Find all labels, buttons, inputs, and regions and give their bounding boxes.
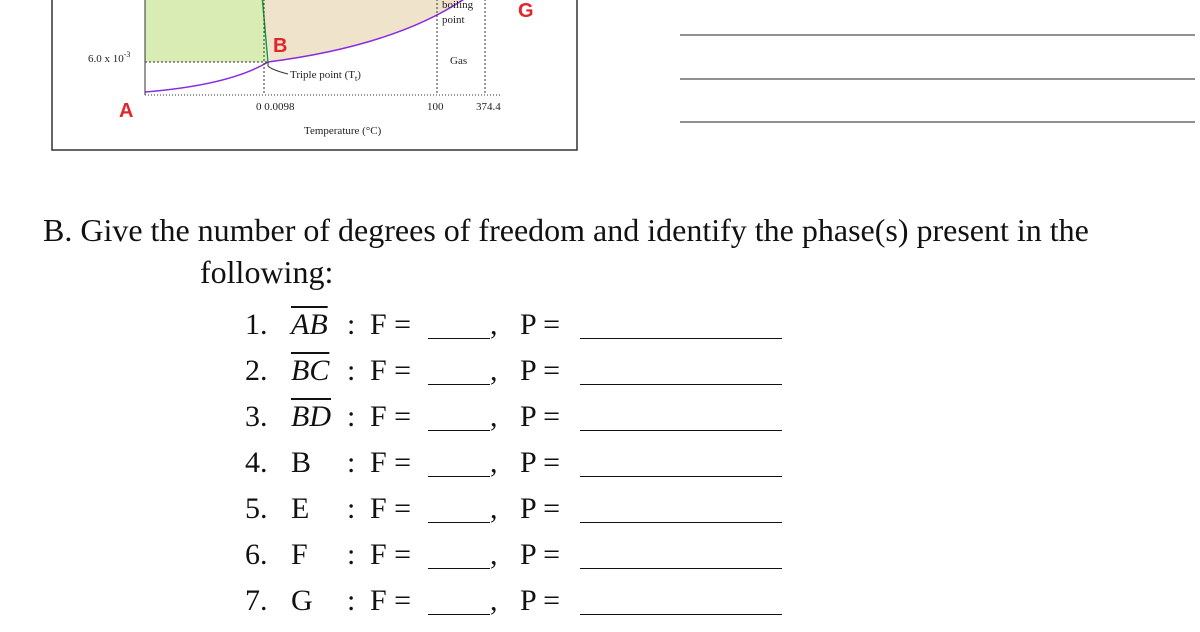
item-label: E	[291, 492, 310, 525]
item-number: 7.	[245, 584, 268, 617]
blank-line	[580, 476, 782, 477]
boiling-label: boiling	[442, 0, 474, 11]
vapor-curve	[144, 0, 464, 93]
blank-line	[428, 384, 490, 385]
comma: ,	[490, 446, 498, 479]
colon: :	[347, 308, 356, 341]
comma: ,	[490, 308, 498, 341]
p-label: P =	[520, 308, 560, 341]
blank-line	[580, 384, 782, 385]
p-label: P =	[520, 538, 560, 571]
colon: :	[347, 492, 356, 525]
blank-line	[580, 430, 782, 431]
comma: ,	[490, 584, 498, 617]
item-row: 5. E: F =, P =	[0, 492, 1200, 532]
item-row: 7. G: F =, P =	[0, 584, 1200, 624]
item-number: 3.	[245, 400, 268, 433]
diagram-frame	[51, 0, 578, 151]
gas-label: Gas	[450, 55, 467, 67]
item-number: 4.	[245, 446, 268, 479]
blank-line	[580, 522, 782, 523]
question-heading: following:	[200, 254, 334, 290]
item-row: 1. AB: F =, P =	[0, 308, 1200, 348]
item-number: 1.	[245, 308, 268, 341]
comma: ,	[490, 538, 498, 571]
item-row: 4. B: F =, P =	[0, 446, 1200, 486]
blank-line	[580, 614, 782, 615]
comma: ,	[490, 400, 498, 433]
item-label: F	[291, 538, 308, 571]
f-label: F =	[370, 308, 412, 341]
item-label: BC	[291, 354, 330, 387]
x-title: Temperature (°C)	[304, 125, 382, 137]
x-label: 0 0.0098	[256, 101, 295, 113]
p-label: P =	[520, 446, 560, 479]
item-row: 6. F: F =, P =	[0, 538, 1200, 578]
blank-line	[428, 338, 490, 339]
item-label: B	[291, 446, 312, 479]
colon: :	[347, 354, 356, 387]
item-label: AB	[291, 308, 328, 341]
y-label: 6.0 x 10-3	[88, 50, 130, 65]
f-label: F =	[370, 446, 412, 479]
blank-line	[428, 568, 490, 569]
f-label: F =	[370, 538, 412, 571]
comma: ,	[490, 354, 498, 387]
pointer	[267, 62, 289, 75]
item-number: 5.	[245, 492, 268, 525]
question-heading: B. Give the number of degrees of freedom…	[43, 212, 1089, 248]
p-label: P =	[520, 400, 560, 433]
p-label: P =	[520, 584, 560, 617]
blank-line	[580, 568, 782, 569]
blank-line	[428, 476, 490, 477]
item-label: G	[291, 584, 313, 617]
x-label: 374.4	[476, 101, 501, 113]
blank-line	[428, 522, 490, 523]
point-label: G	[518, 0, 534, 22]
liquid-region	[262, 0, 463, 62]
point-label: B	[273, 35, 287, 57]
item-row: 2. BC: F =, P =	[0, 354, 1200, 394]
item-label: BD	[291, 400, 331, 433]
item-number: 6.	[245, 538, 268, 571]
f-label: F =	[370, 354, 412, 387]
f-label: F =	[370, 584, 412, 617]
item-number: 2.	[245, 354, 268, 387]
f-label: F =	[370, 492, 412, 525]
blank-line	[428, 430, 490, 431]
boiling-label: point	[442, 14, 465, 26]
item-row: 3. BD: F =, P =	[0, 400, 1200, 440]
solid-region	[145, 0, 267, 62]
triple-label: Triple point (Tt)	[290, 69, 361, 83]
p-label: P =	[520, 492, 560, 525]
fusion-curve	[261, 0, 269, 63]
colon: :	[347, 584, 356, 617]
phase-diagram: 6.0 x 10-3 boiling point Gas Triple poin…	[51, 0, 1195, 151]
comma: ,	[490, 492, 498, 525]
colon: :	[347, 538, 356, 571]
colon: :	[347, 446, 356, 479]
colon: :	[347, 400, 356, 433]
point-label: A	[119, 100, 133, 122]
blank-line	[580, 338, 782, 339]
p-label: P =	[520, 354, 560, 387]
x-label: 100	[427, 101, 444, 113]
blank-line	[428, 614, 490, 615]
f-label: F =	[370, 400, 412, 433]
